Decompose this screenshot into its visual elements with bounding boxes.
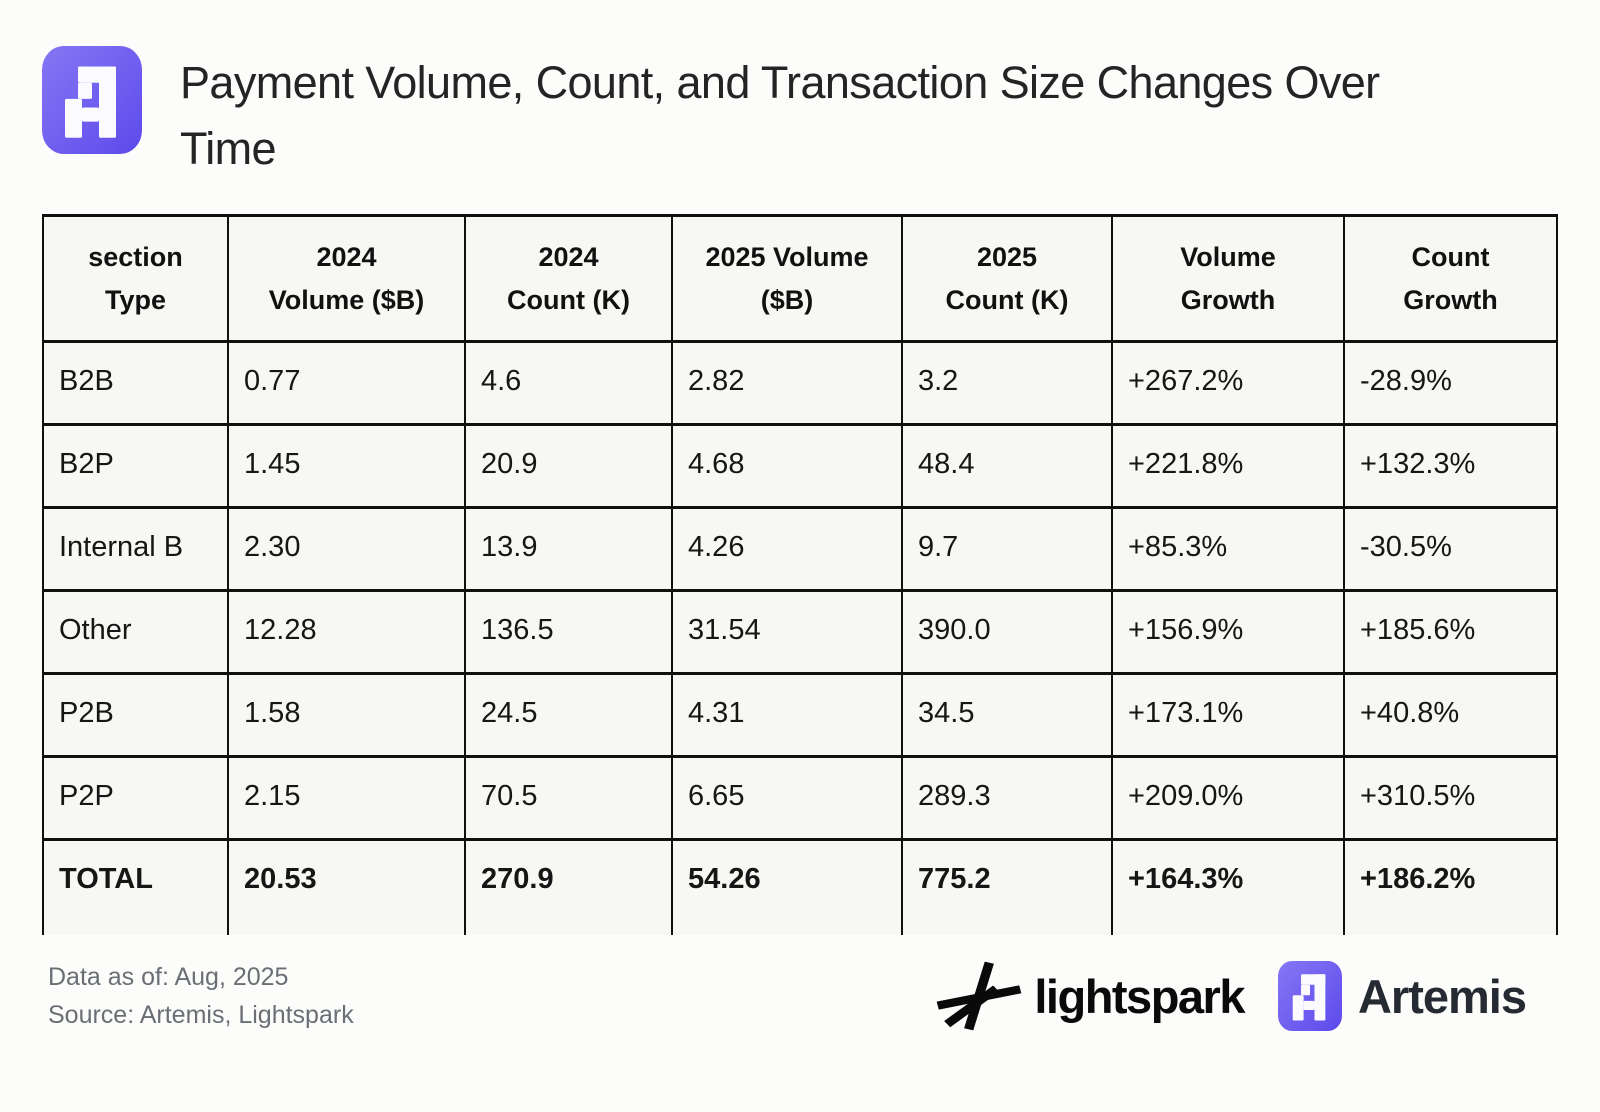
col-header-count-growth: Count Growth [1343,214,1558,343]
col-header-volume-growth: Volume Growth [1111,214,1345,343]
cell-2024-volume: 0.77 [227,340,466,426]
cell-2025-volume: 4.26 [671,506,903,592]
col-header-2024-count: 2024 Count (K) [464,214,673,343]
table-header-row: section Type 2024 Volume ($B) 2024 Count… [42,214,1558,343]
cell-volume-growth: +85.3% [1111,506,1345,592]
cell-count-growth: +132.3% [1343,423,1558,509]
col-header-2025-count: 2025 Count (K) [901,214,1113,343]
cell-2025-volume: 2.82 [671,340,903,426]
cell-2025-volume: 31.54 [671,589,903,675]
cell-2025-volume: 54.26 [671,838,903,935]
lightspark-spark-icon [937,961,1022,1031]
cell-2024-volume: 2.15 [227,755,466,841]
cell-2024-volume: 1.45 [227,423,466,509]
page-title: Payment Volume, Count, and Transaction S… [180,50,1380,182]
cell-2024-volume: 2.30 [227,506,466,592]
cell-2025-count: 3.2 [901,340,1113,426]
lightspark-wordmark: lightspark [1034,969,1245,1023]
artemis-logo-icon [1277,961,1342,1031]
cell-2024-count: 70.5 [464,755,673,841]
cell-volume-growth: +173.1% [1111,672,1345,758]
footer-meta: Data as of: Aug, 2025 Source: Artemis, L… [48,958,354,1034]
cell-2024-count: 136.5 [464,589,673,675]
cell-section-type: P2B [42,672,229,758]
cell-2024-count: 13.9 [464,506,673,592]
table-row-p2p: P2P 2.15 70.5 6.65 289.3 +209.0% +310.5% [42,755,1558,841]
cell-2024-count: 20.9 [464,423,673,509]
page-footer: Data as of: Aug, 2025 Source: Artemis, L… [48,958,1527,1034]
cell-2025-count: 289.3 [901,755,1113,841]
cell-2024-volume: 20.53 [227,838,466,935]
payments-table: section Type 2024 Volume ($B) 2024 Count… [42,214,1558,935]
cell-2025-volume: 4.31 [671,672,903,758]
col-header-section-type: section Type [42,214,229,343]
cell-section-type: B2B [42,340,229,426]
cell-section-type: Internal B [42,506,229,592]
source-label: Source: Artemis, Lightspark [48,1001,354,1029]
table-row-p2b: P2B 1.58 24.5 4.31 34.5 +173.1% +40.8% [42,672,1558,758]
cell-2024-volume: 1.58 [227,672,466,758]
page-header: Payment Volume, Count, and Transaction S… [42,46,1560,182]
footer-logos: lightspark Artemis [936,959,1527,1033]
col-header-2024-volume: 2024 Volume ($B) [227,214,466,343]
cell-2025-volume: 4.68 [671,423,903,509]
cell-count-growth: +40.8% [1343,672,1558,758]
cell-2025-count: 390.0 [901,589,1113,675]
table-row-b2p: B2P 1.45 20.9 4.68 48.4 +221.8% +132.3% [42,423,1558,509]
table-row-b2b: B2B 0.77 4.6 2.82 3.2 +267.2% -28.9% [42,340,1558,426]
page-title-line2: Time [180,123,277,174]
cell-volume-growth: +156.9% [1111,589,1345,675]
table-row-internal-b: Internal B 2.30 13.9 4.26 9.7 +85.3% -30… [42,506,1558,592]
cell-count-growth: +310.5% [1343,755,1558,841]
cell-2024-count: 24.5 [464,672,673,758]
lightspark-brand: lightspark [936,959,1245,1033]
cell-section-type: TOTAL [42,838,229,935]
cell-2025-count: 48.4 [901,423,1113,509]
cell-volume-growth: +221.8% [1111,423,1345,509]
artemis-wordmark: Artemis [1357,969,1527,1023]
cell-2025-count: 9.7 [901,506,1113,592]
page-title-line1: Payment Volume, Count, and Transaction S… [180,57,1380,108]
cell-count-growth: +186.2% [1343,838,1558,935]
cell-2025-count: 775.2 [901,838,1113,935]
cell-volume-growth: +164.3% [1111,838,1345,935]
cell-section-type: P2P [42,755,229,841]
artemis-app-icon [42,46,142,154]
cell-count-growth: +185.6% [1343,589,1558,675]
col-header-2025-volume: 2025 Volume ($B) [671,214,903,343]
table-row-total: TOTAL 20.53 270.9 54.26 775.2 +164.3% +1… [42,838,1558,935]
cell-2024-count: 270.9 [464,838,673,935]
cell-2024-count: 4.6 [464,340,673,426]
cell-section-type: B2P [42,423,229,509]
cell-count-growth: -28.9% [1343,340,1558,426]
cell-2025-count: 34.5 [901,672,1113,758]
cell-section-type: Other [42,589,229,675]
cell-count-growth: -30.5% [1343,506,1558,592]
artemis-brand: Artemis [1277,961,1527,1031]
cell-2024-volume: 12.28 [227,589,466,675]
table-row-other: Other 12.28 136.5 31.54 390.0 +156.9% +1… [42,589,1558,675]
cell-volume-growth: +209.0% [1111,755,1345,841]
data-as-of-label: Data as of: Aug, 2025 [48,963,289,991]
cell-2025-volume: 6.65 [671,755,903,841]
cell-volume-growth: +267.2% [1111,340,1345,426]
